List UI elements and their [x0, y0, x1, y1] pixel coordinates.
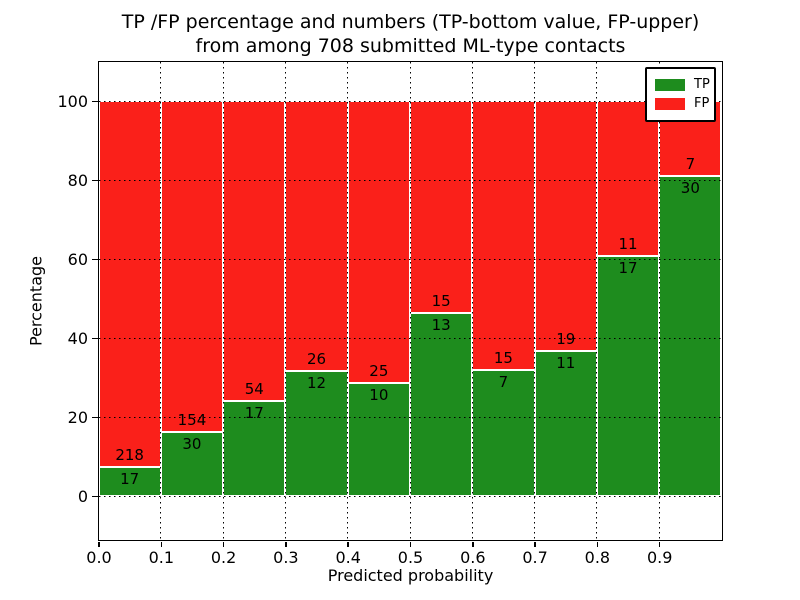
fp-count-label: 19: [556, 330, 576, 349]
y-tick-label: 100: [57, 91, 88, 111]
tp-count-label: 11: [556, 354, 576, 373]
grid-line-vertical: [596, 61, 598, 540]
x-tick-label: 0.8: [584, 548, 611, 567]
legend-label: TP: [694, 77, 710, 92]
x-tick-label: 0.7: [522, 548, 548, 567]
legend-label: FP: [694, 96, 710, 111]
bar-segment-tp: [410, 312, 473, 497]
bar-segment-tp: [659, 175, 722, 497]
y-tick-mark: [91, 258, 98, 261]
fp-count-label: 11: [618, 235, 638, 254]
x-tick-mark: [347, 541, 349, 547]
grid-line-vertical: [658, 61, 660, 540]
bar-segment-fp: [160, 101, 224, 432]
bar-segment-tp: [98, 467, 161, 497]
bar-segment-fp: [223, 101, 286, 402]
bar-segment-fp: [534, 101, 597, 352]
x-tick-label: 0.0: [86, 548, 112, 567]
bar-segment-fp: [98, 101, 161, 468]
bar-segment-tp: [347, 383, 410, 497]
fp-count-label: 15: [431, 291, 451, 310]
grid-line-vertical: [222, 61, 224, 540]
grid-line-vertical: [471, 61, 473, 540]
bar-segment-fp: [472, 101, 535, 371]
tp-count-label: 30: [680, 178, 700, 197]
fp-count-label: 25: [369, 362, 389, 381]
x-tick-mark: [222, 541, 225, 547]
chart-title: TP /FP percentage and numbers (TP-bottom…: [99, 10, 722, 58]
x-tick-mark: [160, 541, 163, 547]
bar-segment-tp: [596, 256, 660, 497]
legend-swatch-fp-icon: [655, 98, 685, 110]
y-tick-label: 20: [67, 407, 88, 427]
x-tick-label: 0.5: [397, 548, 424, 567]
tp-count-label: 17: [120, 470, 140, 489]
grid-line-vertical: [98, 61, 99, 540]
x-tick-mark: [658, 541, 661, 547]
legend-swatch-tp-icon: [655, 79, 685, 91]
x-tick-mark: [472, 541, 474, 547]
x-tick-mark: [596, 541, 599, 547]
y-tick-label: 60: [67, 249, 88, 269]
legend-item-fp: FP: [655, 95, 714, 113]
y-tick-mark: [91, 495, 98, 498]
x-tick-label: 0.2: [210, 548, 237, 567]
x-tick-mark: [409, 541, 412, 547]
bar-segment-fp: [285, 101, 348, 372]
fp-count-label: 218: [115, 446, 144, 465]
chart-title-line2: from among 708 submitted ML-type contact…: [195, 35, 626, 57]
y-tick-mark: [91, 100, 98, 103]
tp-count-label: 17: [618, 259, 638, 278]
bar-segment-fp: [596, 101, 660, 257]
y-tick-mark: [91, 416, 98, 419]
tp-count-label: 10: [369, 386, 389, 405]
bar-segment-fp: [347, 101, 410, 384]
grid-line-vertical: [284, 61, 286, 540]
fp-count-label: 15: [493, 349, 513, 368]
x-tick-label: 0.1: [148, 548, 175, 567]
grid-line-vertical: [160, 61, 162, 540]
grid-line-vertical: [347, 61, 349, 540]
fp-count-label: 26: [307, 350, 327, 369]
bar-segment-fp: [410, 101, 473, 313]
legend: TP FP: [645, 67, 716, 122]
chart-title-line1: TP /FP percentage and numbers (TP-bottom…: [121, 11, 700, 33]
tp-count-label: 17: [244, 404, 264, 423]
x-tick-label: 0.3: [273, 548, 299, 567]
y-tick-label: 0: [77, 486, 88, 506]
y-tick-label: 80: [67, 170, 88, 190]
x-tick-label: 0.6: [460, 548, 486, 567]
x-tick-label: 0.9: [646, 548, 673, 567]
bar-segment-tp: [534, 351, 597, 497]
y-tick-mark: [91, 179, 98, 182]
bar-segment-tp: [160, 431, 224, 497]
y-tick-label: 40: [67, 328, 88, 348]
fp-count-label: 7: [685, 154, 696, 173]
legend-item-tp: TP: [655, 76, 714, 94]
fp-count-label: 154: [177, 410, 207, 429]
plot-area: 218 17 154 30 54 17 26 12 25 10 15 13 15 7 19 11 11 17 7 30: [97, 60, 723, 541]
grid-line-vertical: [534, 61, 536, 540]
x-tick-mark: [98, 541, 100, 547]
bar-segment-tp: [285, 371, 348, 497]
tp-count-label: 7: [498, 373, 509, 392]
fp-count-label: 54: [244, 380, 264, 399]
x-axis-label: Predicted probability: [327, 566, 494, 585]
x-tick-mark: [285, 541, 287, 547]
tp-count-label: 30: [182, 434, 202, 453]
tp-count-label: 13: [431, 315, 451, 334]
x-tick-label: 0.4: [335, 548, 361, 567]
bar-segment-tp: [472, 370, 535, 497]
tp-count-label: 12: [307, 374, 327, 393]
y-tick-mark: [91, 337, 98, 340]
grid-line-vertical: [409, 61, 411, 540]
x-tick-mark: [534, 541, 536, 547]
